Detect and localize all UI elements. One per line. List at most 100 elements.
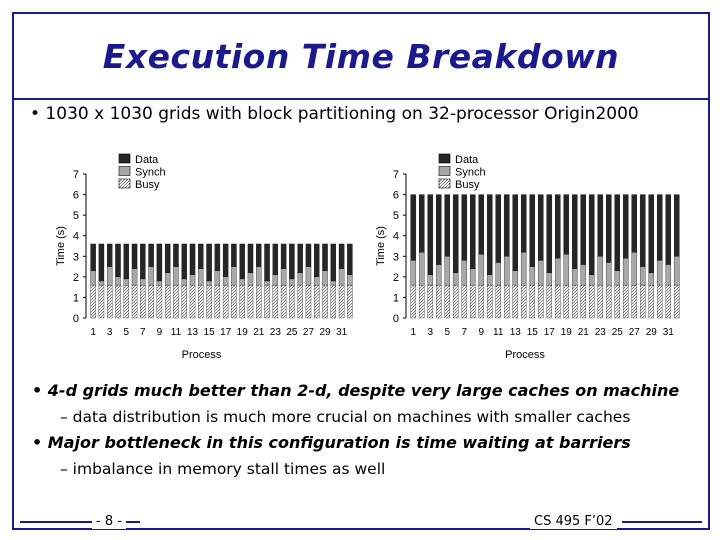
bar-segment-data — [435, 194, 442, 265]
x-tick-label: 13 — [510, 327, 522, 338]
x-tick-label: 1 — [90, 327, 96, 338]
bar-segment-data — [665, 194, 672, 265]
title-box: Execution Time Breakdown — [12, 12, 710, 100]
legend-swatch-busy — [118, 178, 131, 189]
bar-segment-busy — [297, 284, 303, 319]
bar-segment-busy — [347, 284, 353, 319]
bar-segment-synch — [222, 276, 229, 286]
bar-segment-busy — [198, 284, 204, 319]
y-tick-label: 6 — [393, 190, 399, 202]
bar-segment-busy — [537, 284, 544, 319]
x-tick-label: 3 — [107, 327, 113, 338]
y-tick-label: 7 — [73, 169, 79, 181]
x-tick-label: 5 — [123, 327, 129, 338]
bar-segment-busy — [639, 284, 646, 319]
bar-segment-busy — [330, 284, 337, 319]
bar-segment-synch — [656, 260, 663, 286]
bar-segment-synch — [106, 266, 113, 286]
y-tick-label: 0 — [73, 313, 79, 325]
bar-segment-busy — [554, 284, 561, 319]
bar-segment-synch — [181, 278, 187, 286]
bar-segment-busy — [495, 284, 502, 319]
bar-segment-busy — [148, 284, 154, 319]
bar-segment-synch — [131, 268, 138, 286]
bar-segment-busy — [164, 284, 171, 319]
bar-segment-data — [322, 243, 328, 271]
y-tick-label: 5 — [73, 210, 79, 222]
bar-segment-synch — [546, 272, 553, 286]
bar-segment-data — [90, 243, 96, 271]
x-tick-label: 3 — [427, 327, 433, 338]
bar-segment-synch — [347, 274, 353, 286]
bar-segment-data — [554, 194, 561, 259]
bar-segment-busy — [156, 284, 163, 319]
bar-segment-busy — [106, 284, 113, 319]
bar-segment-synch — [338, 268, 345, 286]
bar-segment-data — [214, 243, 221, 271]
y-tick-label: 1 — [73, 292, 79, 304]
bar-segment-busy — [469, 284, 476, 319]
bar-segment-data — [131, 243, 138, 269]
footer-line-left — [20, 521, 140, 523]
bar-segment-busy — [648, 284, 655, 319]
bar-segment-synch — [665, 264, 672, 286]
bar-segment-busy — [461, 284, 468, 319]
slide-title: Execution Time Breakdown — [102, 36, 620, 76]
x-tick-label: 31 — [336, 327, 348, 338]
bar-segment-busy — [247, 284, 254, 319]
bar-segment-synch — [597, 256, 604, 286]
bar-segment-synch — [563, 254, 570, 286]
y-tick-label: 3 — [393, 251, 399, 263]
bullet-1: • 4-d grids much better than 2-d, despit… — [32, 381, 680, 400]
x-tick-label: 21 — [253, 327, 265, 338]
bar-segment-synch — [256, 266, 262, 286]
bar-segment-data — [571, 194, 578, 269]
bar-segment-synch — [512, 270, 519, 286]
x-tick-label: 7 — [461, 327, 467, 338]
bar-segment-synch — [444, 256, 451, 286]
bar-segment-busy — [435, 284, 442, 319]
bar-segment-busy — [529, 284, 536, 319]
bar-segment-busy — [181, 284, 187, 319]
course-label: CS 495 F’02 — [530, 514, 617, 529]
bar-segment-busy — [444, 284, 451, 319]
bar-segment-synch — [648, 272, 655, 286]
bar-segment-busy — [571, 284, 578, 319]
bar-segment-synch — [247, 272, 254, 286]
legend-swatch-synch — [438, 166, 451, 176]
x-tick-label: 27 — [303, 327, 315, 338]
bar-segment-data — [98, 243, 105, 282]
bar-segment-synch — [410, 260, 417, 286]
bar-segment-busy — [673, 284, 680, 319]
x-tick-label: 13 — [187, 327, 199, 338]
bar-segment-synch — [148, 266, 154, 286]
bar-segment-data — [495, 194, 502, 263]
bar-segment-busy — [90, 284, 96, 319]
bar-segment-synch — [631, 252, 638, 286]
y-tick-label: 5 — [393, 210, 399, 222]
bar-segment-synch — [520, 252, 527, 286]
bar-segment-synch — [272, 274, 279, 286]
bar-segment-busy — [98, 284, 105, 319]
bar-segment-data — [622, 194, 629, 259]
bar-segment-data — [673, 194, 680, 257]
bar-segment-data — [314, 243, 320, 278]
x-tick-label: 9 — [157, 327, 163, 338]
bar-segment-data — [418, 194, 425, 253]
bar-segment-busy — [656, 284, 663, 319]
bar-segment-busy — [418, 284, 425, 319]
bar-segment-data — [264, 243, 270, 282]
bar-segment-busy — [140, 284, 146, 319]
bar-segment-data — [289, 243, 295, 280]
x-tick-label: 15 — [204, 327, 216, 338]
bar-segment-data — [588, 194, 595, 275]
bar-segment-data — [580, 194, 587, 265]
bar-segment-data — [520, 194, 527, 253]
bar-segment-data — [631, 194, 638, 253]
bar-segment-synch — [140, 278, 146, 286]
bar-segment-synch — [123, 278, 129, 286]
bar-segment-data — [247, 243, 254, 273]
bar-segment-synch — [495, 262, 502, 286]
bar-segment-busy — [214, 284, 221, 319]
bar-segment-busy — [239, 284, 245, 319]
